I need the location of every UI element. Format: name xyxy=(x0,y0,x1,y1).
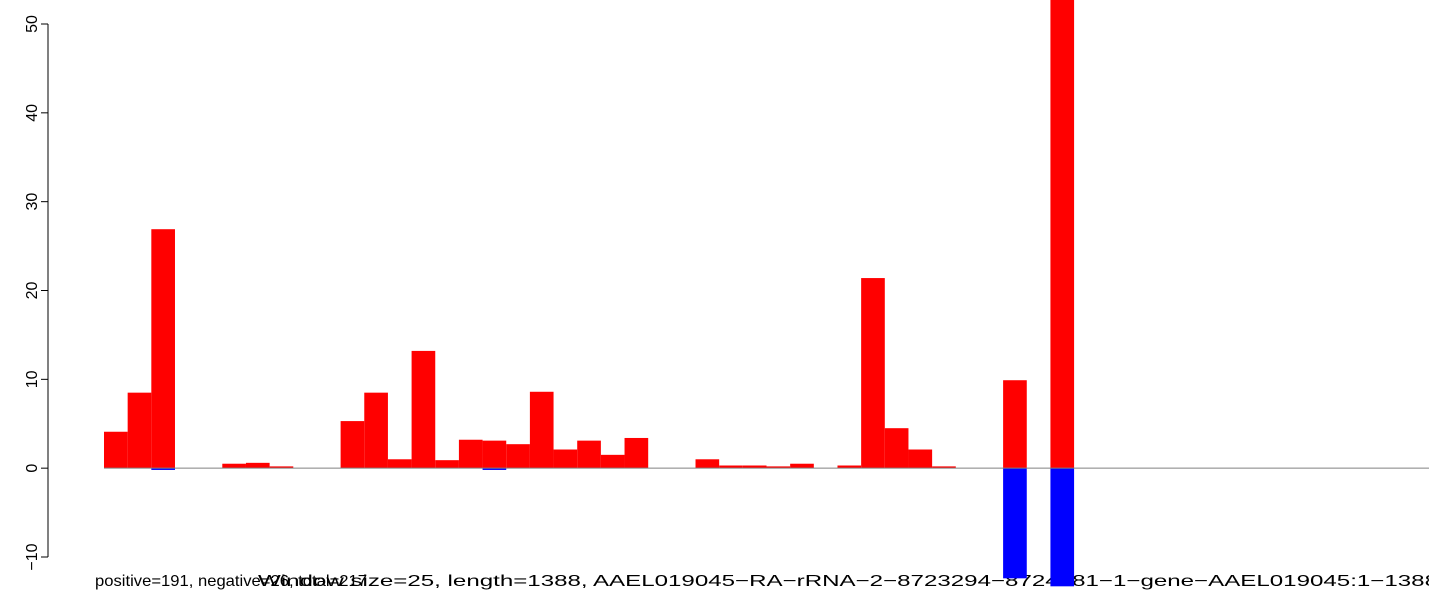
bar xyxy=(577,440,601,469)
y-tick-label: 50 xyxy=(24,15,41,33)
bar xyxy=(151,229,175,469)
bar xyxy=(719,465,743,469)
bar xyxy=(908,449,933,469)
bar xyxy=(482,468,507,470)
bar xyxy=(458,439,483,469)
y-tick-label: 30 xyxy=(24,193,41,211)
bar xyxy=(269,466,294,469)
bar xyxy=(1003,468,1027,579)
bar xyxy=(932,466,956,469)
bar xyxy=(127,392,152,469)
y-tick-label: 10 xyxy=(24,370,41,388)
bar xyxy=(1050,0,1075,469)
bar xyxy=(222,463,246,469)
bar xyxy=(624,437,649,469)
bar xyxy=(387,459,412,469)
bar xyxy=(790,463,814,469)
bar xyxy=(104,431,128,469)
bar xyxy=(506,444,530,469)
subtitle: positive=191, negative=26, total=217 xyxy=(95,573,367,590)
bar xyxy=(553,449,578,469)
bar xyxy=(884,428,909,469)
bar xyxy=(435,460,459,469)
y-tick-label: 20 xyxy=(24,282,41,300)
bar xyxy=(837,465,862,469)
y-tick-label: 0 xyxy=(24,464,41,473)
x-axis-label: Window size=25, length=1388, AAEL019045−… xyxy=(258,573,1429,590)
bar xyxy=(766,466,791,469)
bar xyxy=(742,465,767,469)
bar xyxy=(364,392,388,469)
bar xyxy=(340,421,365,469)
bar xyxy=(695,459,720,469)
bar xyxy=(151,468,175,470)
bar xyxy=(529,391,554,469)
bar xyxy=(411,350,436,469)
bar xyxy=(600,454,625,469)
y-tick-label: −10 xyxy=(24,543,41,570)
bar xyxy=(861,278,885,469)
bar xyxy=(482,440,507,469)
bar xyxy=(1003,380,1027,469)
bar xyxy=(245,462,270,469)
y-tick-label: 40 xyxy=(24,104,41,122)
bar xyxy=(1050,468,1075,587)
